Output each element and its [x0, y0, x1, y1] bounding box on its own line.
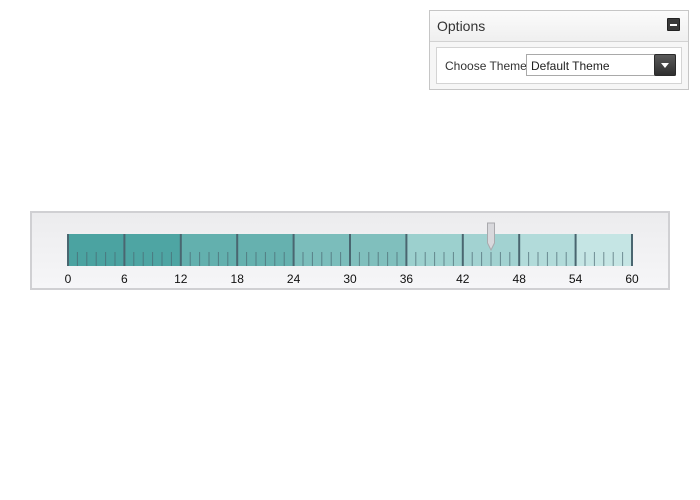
tick-label: 6	[121, 272, 128, 286]
tick-label: 30	[343, 272, 357, 286]
tick-label: 18	[231, 272, 245, 286]
linear-gauge: 0 6 12 18 24 30 36 42 48 54 60	[65, 222, 639, 286]
tick-label: 24	[287, 272, 301, 286]
tick-label: 54	[569, 272, 583, 286]
choose-theme-label: Choose Theme:	[445, 59, 531, 73]
tick-label: 36	[400, 272, 414, 286]
tick-label: 12	[174, 272, 188, 286]
tick-label: 42	[456, 272, 470, 286]
tick-label: 0	[65, 272, 72, 286]
options-body: Choose Theme: Default Theme	[436, 47, 682, 84]
gauge-pointer	[487, 222, 495, 252]
tick-label: 60	[625, 272, 639, 286]
options-header: Options	[430, 11, 688, 42]
tick-label: 48	[513, 272, 527, 286]
minus-icon[interactable]	[667, 18, 680, 31]
theme-select-value: Default Theme	[531, 59, 610, 73]
theme-select[interactable]: Default Theme	[526, 54, 676, 76]
options-panel: Options Choose Theme: Default Theme	[429, 10, 689, 90]
options-title: Options	[437, 18, 486, 34]
chevron-down-icon[interactable]	[654, 54, 676, 76]
